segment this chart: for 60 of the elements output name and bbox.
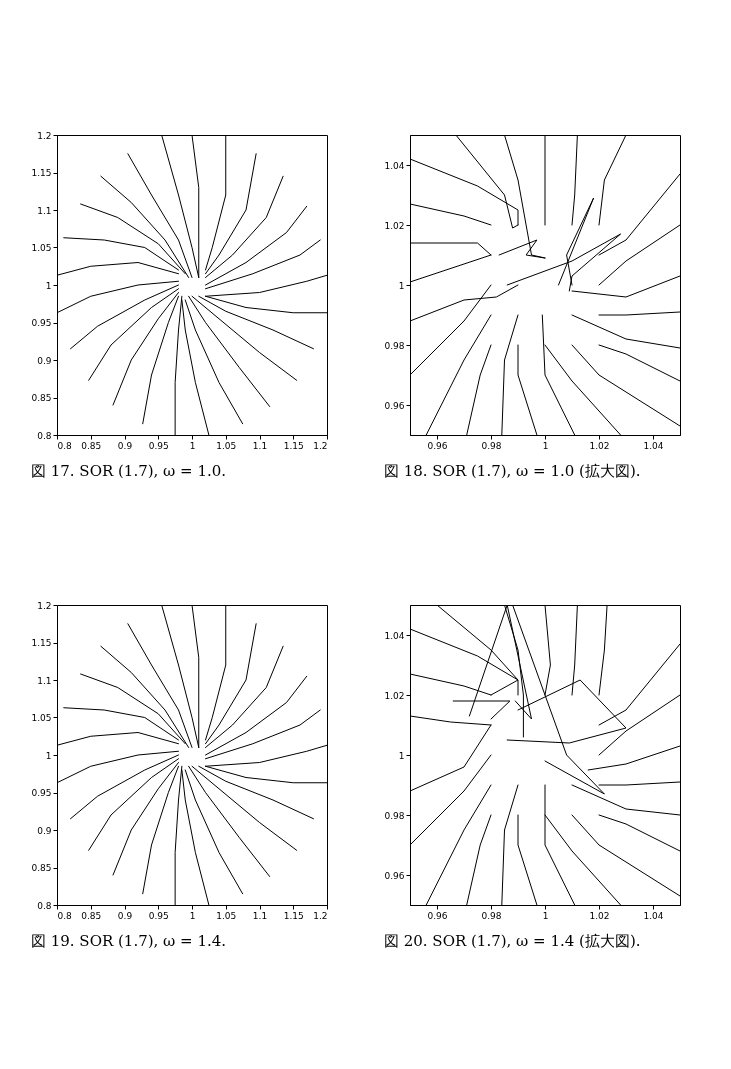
- y-tick-label: 1.1: [37, 205, 52, 216]
- y-tick-label: 0.9: [37, 355, 52, 366]
- y-tick-label: 1: [398, 750, 405, 761]
- x-tick-label: 1: [542, 440, 549, 451]
- x-tick-label: 1.04: [643, 440, 664, 451]
- y-tick-label: 0.85: [31, 863, 52, 873]
- y-tick-label: 0.95: [31, 788, 52, 798]
- y-tick-label: 1.15: [31, 638, 52, 648]
- x-tick-label: 0.85: [81, 440, 102, 451]
- y-tick-label: 1.02: [384, 220, 405, 231]
- y-tick-label: 0.95: [31, 318, 52, 328]
- text: 図 18. SOR (1.7), ω = 1.0 (拡大図).: [383, 462, 641, 480]
- x-tick-label: 0.9: [117, 910, 133, 921]
- text: 図 17. SOR (1.7), ω = 1.0.: [30, 462, 227, 480]
- x-tick-label: 0.96: [427, 910, 448, 921]
- y-tick-label: 0.98: [384, 810, 405, 821]
- y-tick-label: 1.04: [384, 160, 405, 171]
- x-tick-label: 1: [189, 910, 196, 921]
- y-tick-label: 0.8: [37, 900, 52, 911]
- y-tick-label: 0.85: [31, 393, 52, 403]
- y-tick-label: 0.96: [384, 400, 405, 411]
- x-tick-label: 1.05: [216, 910, 237, 921]
- x-tick-label: 0.85: [81, 910, 102, 921]
- x-tick-label: 0.96: [427, 440, 448, 451]
- y-tick-label: 1.2: [37, 600, 52, 611]
- y-tick-label: 1.02: [384, 690, 405, 701]
- y-tick-label: 0.96: [384, 870, 405, 881]
- x-tick-label: 1.2: [313, 440, 328, 451]
- x-tick-label: 1.05: [216, 440, 237, 451]
- y-tick-label: 1: [398, 280, 405, 291]
- y-tick-label: 1.05: [31, 713, 52, 723]
- x-tick-label: 0.95: [148, 910, 169, 921]
- x-tick-label: 1: [189, 440, 196, 451]
- x-tick-label: 1.02: [589, 910, 610, 921]
- y-tick-label: 0.9: [37, 825, 52, 836]
- y-tick-label: 1.2: [37, 130, 52, 141]
- y-tick-label: 0.8: [37, 430, 52, 441]
- y-tick-label: 1.1: [37, 675, 52, 686]
- x-tick-label: 1.04: [643, 910, 664, 921]
- y-tick-label: 1: [45, 750, 52, 761]
- x-tick-label: 0.9: [117, 440, 133, 451]
- x-tick-label: 1.15: [283, 910, 304, 921]
- x-tick-label: 1.02: [589, 440, 610, 451]
- x-tick-label: 1.1: [252, 440, 268, 451]
- y-tick-label: 1.05: [31, 243, 52, 253]
- x-tick-label: 0.8: [57, 910, 73, 921]
- x-tick-label: 0.98: [481, 440, 502, 451]
- x-tick-label: 0.8: [57, 440, 73, 451]
- x-tick-label: 0.95: [148, 440, 169, 451]
- y-tick-label: 1.04: [384, 630, 405, 641]
- x-tick-label: 1.1: [252, 910, 268, 921]
- x-tick-label: 1: [542, 910, 549, 921]
- y-tick-label: 1.15: [31, 168, 52, 178]
- y-tick-label: 1: [45, 280, 52, 291]
- text: 図 19. SOR (1.7), ω = 1.4.: [30, 932, 227, 950]
- text: 図 20. SOR (1.7), ω = 1.4 (拡大図).: [383, 932, 641, 950]
- x-tick-label: 1.2: [313, 910, 328, 921]
- x-tick-label: 0.98: [481, 910, 502, 921]
- x-tick-label: 1.15: [283, 440, 304, 451]
- y-tick-label: 0.98: [384, 340, 405, 351]
